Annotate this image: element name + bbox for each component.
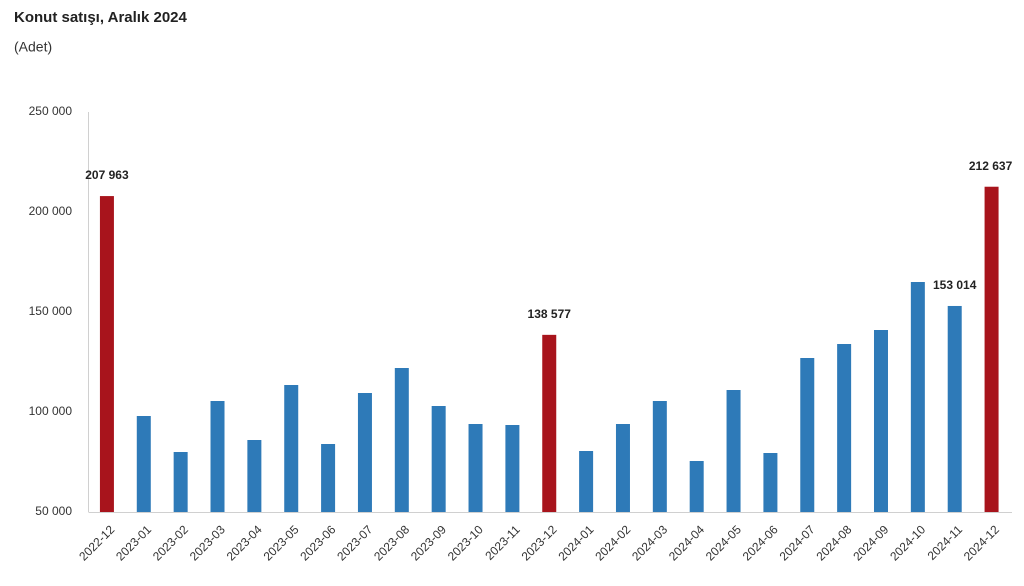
y-tick-label: 200 000 <box>29 204 73 218</box>
x-tick-label: 2024-10 <box>887 522 928 563</box>
x-tick-label: 2024-03 <box>629 522 670 563</box>
bar <box>431 406 446 512</box>
value-label: 153 014 <box>933 278 977 292</box>
bar <box>394 368 409 512</box>
x-tick-label: 2024-07 <box>777 522 818 563</box>
bar <box>505 425 520 512</box>
x-tick-label: 2023-08 <box>371 522 412 563</box>
bar <box>873 330 888 512</box>
x-tick-label: 2023-06 <box>297 522 338 563</box>
bar <box>210 401 225 512</box>
y-tick-label: 100 000 <box>29 404 73 418</box>
x-tick-label: 2024-09 <box>850 522 891 563</box>
x-tick-label: 2023-04 <box>224 522 265 563</box>
bar <box>800 358 815 512</box>
x-tick-label: 2024-05 <box>703 522 744 563</box>
x-tick-label: 2023-05 <box>261 522 302 563</box>
bar <box>984 186 999 512</box>
x-tick-label: 2023-09 <box>408 522 449 563</box>
bar <box>321 444 336 512</box>
value-label: 138 577 <box>528 307 572 321</box>
x-tick-label: 2024-08 <box>813 522 854 563</box>
value-label: 207 963 <box>85 168 129 182</box>
bar <box>357 393 372 512</box>
bar <box>173 452 188 512</box>
bar <box>726 390 741 512</box>
x-tick-label: 2024-11 <box>925 522 966 563</box>
x-tick-label: 2024-04 <box>666 522 707 563</box>
bar <box>136 416 151 512</box>
bar <box>542 334 557 512</box>
bar <box>689 461 704 512</box>
x-tick-label: 2024-02 <box>592 522 633 563</box>
bar <box>579 451 594 512</box>
bar <box>910 282 925 512</box>
bar <box>468 424 483 512</box>
bar <box>247 440 262 512</box>
y-tick-label: 150 000 <box>29 304 73 318</box>
x-tick-label: 2024-06 <box>740 522 781 563</box>
x-tick-label: 2022-12 <box>76 522 117 563</box>
x-tick-label: 2023-11 <box>482 522 523 563</box>
bar <box>615 424 630 512</box>
y-tick-label: 250 000 <box>29 104 73 118</box>
bar <box>763 453 778 512</box>
bar <box>284 385 299 512</box>
bar <box>947 305 962 512</box>
x-tick-label: 2023-01 <box>113 522 154 563</box>
x-tick-label: 2023-12 <box>519 522 560 563</box>
x-tick-label: 2023-03 <box>187 522 228 563</box>
bar <box>99 196 114 512</box>
chart-subtitle: (Adet) <box>14 39 52 55</box>
x-tick-label: 2023-02 <box>150 522 191 563</box>
bar <box>652 401 667 512</box>
x-tick-label: 2024-01 <box>555 522 596 563</box>
y-tick-label: 50 000 <box>35 504 72 518</box>
x-tick-label: 2024-12 <box>961 522 1002 563</box>
x-tick-label: 2023-07 <box>334 522 375 563</box>
bar <box>837 344 852 512</box>
value-label: 212 637 <box>969 159 1013 173</box>
chart-title: Konut satışı, Aralık 2024 <box>14 9 188 26</box>
x-tick-label: 2023-10 <box>445 522 486 563</box>
